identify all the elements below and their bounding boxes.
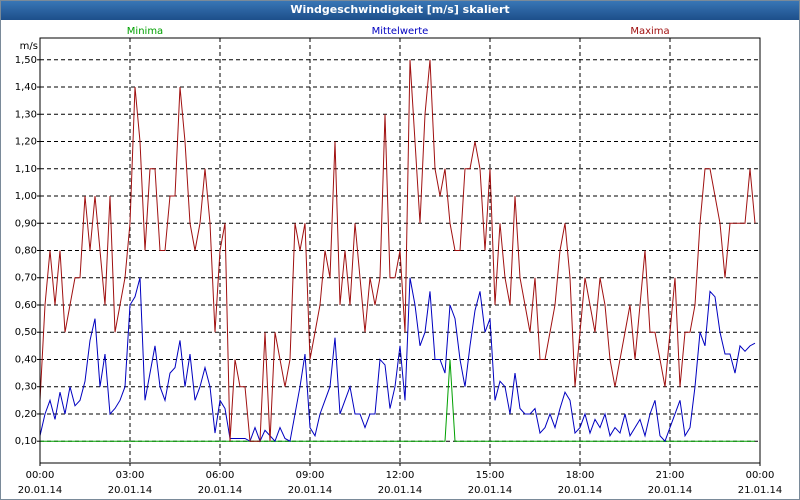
x-tick-date: 21.01.14 [738,485,783,496]
y-tick-label: 0,10 [15,436,37,447]
legend-entry: Mittelwerte [372,26,429,37]
x-tick-date: 20.01.14 [378,485,423,496]
x-tick-label: 21:00 [656,470,685,481]
x-tick-label: 06:00 [206,470,235,481]
y-tick-label: 0,70 [15,273,37,284]
y-tick-label: 0,50 [15,327,37,338]
plot-border [39,37,761,464]
y-tick-label: 0,90 [15,218,37,229]
x-tick-label: 15:00 [476,470,505,481]
y-tick-label: 0,20 [15,409,37,420]
y-tick-label: 1,00 [15,191,37,202]
y-tick-label: 0,60 [15,300,37,311]
y-tick-label: 0,30 [15,382,37,393]
y-tick-label: 1,40 [15,82,37,93]
legend-entry: Maxima [630,26,669,37]
x-tick-label: 00:00 [26,470,55,481]
y-tick-label: 1,30 [15,109,37,120]
series-line [39,59,756,442]
y-tick-label: 1,50 [15,55,37,66]
x-tick-label: 18:00 [566,470,595,481]
chart-title: Windgeschwindigkeit [m/s] skaliert [290,3,509,16]
x-tick-date: 20.01.14 [648,485,693,496]
series-line [40,359,755,442]
x-tick-label: 09:00 [296,470,325,481]
title-bar [0,0,800,20]
x-tick-date: 20.01.14 [288,485,333,496]
x-tick-date: 20.01.14 [108,485,153,496]
y-unit: m/s [20,41,38,52]
x-tick-date: 20.01.14 [198,485,243,496]
y-tick-label: 0,80 [15,246,37,257]
x-tick-label: 00:00 [746,470,775,481]
y-tick-label: 1,20 [15,137,37,148]
series-line [39,277,756,443]
y-tick-label: 1,10 [15,164,37,175]
x-tick-label: 03:00 [116,470,145,481]
legend-entry: Minima [127,26,163,37]
y-tick-label: 0,40 [15,354,37,365]
x-tick-label: 12:00 [386,470,415,481]
x-tick-date: 20.01.14 [18,485,63,496]
x-tick-date: 20.01.14 [558,485,603,496]
x-tick-date: 20.01.14 [468,485,513,496]
